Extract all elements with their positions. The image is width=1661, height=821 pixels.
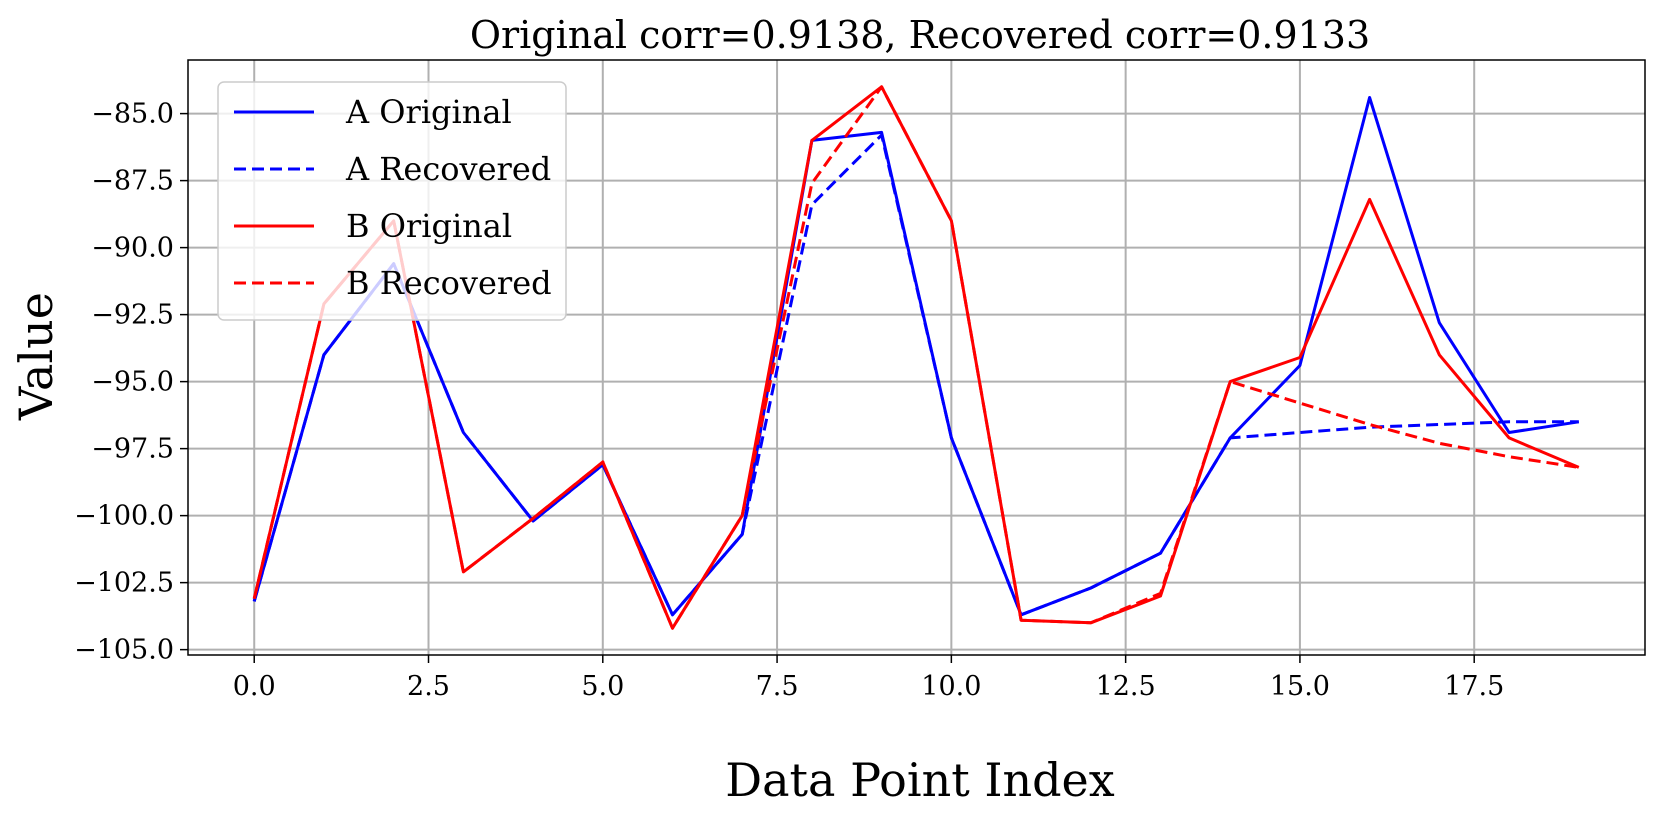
chart-title: Original corr=0.9138, Recovered corr=0.9…: [470, 13, 1370, 57]
legend-label: B Recovered: [346, 264, 552, 302]
y-axis-label: Value: [9, 292, 63, 421]
x-tick-label: 12.5: [1096, 671, 1156, 702]
y-tick-label: −95.0: [91, 367, 174, 398]
plot-lines: [252, 85, 1580, 630]
x-tick-label: 2.5: [407, 671, 450, 702]
y-tick-label: −90.0: [91, 233, 174, 264]
legend-label: A Recovered: [345, 150, 551, 188]
y-tick-label: −100.0: [74, 501, 174, 532]
x-tick-label: 0.0: [233, 671, 276, 702]
legend-label: A Original: [345, 93, 512, 131]
x-tick-label: 15.0: [1270, 671, 1330, 702]
y-tick-label: −92.5: [91, 300, 174, 331]
plot-frame: [187, 59, 1646, 656]
x-tick-label: 17.5: [1444, 671, 1504, 702]
legend: A Original A Recovered B Original B Recover…: [217, 81, 567, 321]
y-tick-label: −85.0: [91, 99, 174, 130]
y-tick-label: −87.5: [91, 166, 174, 197]
x-tick-label: 5.0: [581, 671, 624, 702]
legend-box: [217, 81, 567, 321]
y-tick-label: −105.0: [74, 635, 174, 666]
series-line-a-original: [252, 96, 1580, 617]
y-tick-label: −97.5: [91, 434, 174, 465]
x-tick-label: 10.0: [921, 671, 981, 702]
series-line-b-original: [252, 85, 1580, 630]
x-tick-label: 7.5: [756, 671, 799, 702]
series-line-a-recovered: [252, 133, 1579, 617]
x-axis-label: Data Point Index: [725, 753, 1115, 807]
axis-ticks: 0.0 2.5 5.0 7.5 10.0 12.5 15.0 17.5 −85.0 −87.5 −9…: [74, 99, 1504, 702]
legend-label: B Original: [346, 207, 512, 245]
y-tick-label: −102.5: [74, 568, 174, 599]
